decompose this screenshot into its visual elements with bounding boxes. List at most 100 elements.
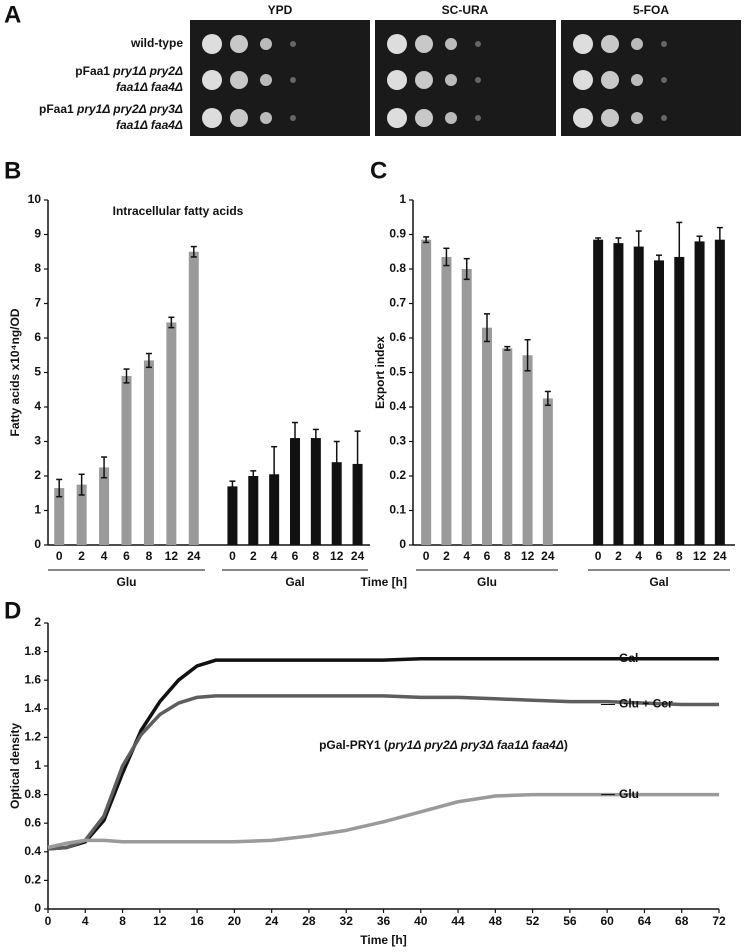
x-tick-label: 16 bbox=[190, 914, 204, 928]
x-axis-label: Time [h] bbox=[361, 575, 407, 589]
y-tick-label: 0.8 bbox=[24, 787, 41, 801]
y-tick-label: 8 bbox=[34, 261, 41, 275]
medium-label: 5-FOA bbox=[633, 3, 669, 17]
bar bbox=[633, 246, 644, 545]
bar bbox=[694, 241, 705, 545]
colony-spot bbox=[230, 109, 248, 127]
colony-spot bbox=[475, 41, 481, 47]
colony-spot bbox=[661, 77, 667, 83]
y-tick-label: 0.2 bbox=[24, 873, 41, 887]
colony-spot bbox=[573, 34, 593, 54]
strain-label: pFaa1 pry1Δ pry2Δ bbox=[75, 64, 183, 78]
bar bbox=[461, 269, 472, 545]
error-bar bbox=[656, 254, 662, 267]
x-tick-label: 0 bbox=[423, 549, 430, 563]
x-axis-label: Time [h] bbox=[360, 933, 406, 947]
x-tick-label: 12 bbox=[693, 549, 707, 563]
strain-label-part: faa1Δ faa4Δ bbox=[116, 118, 183, 132]
error-bar bbox=[168, 316, 175, 329]
error-bar bbox=[101, 456, 108, 479]
bar bbox=[593, 239, 604, 546]
error-bar bbox=[463, 257, 470, 281]
x-tick-label: 12 bbox=[521, 549, 535, 563]
error-bar bbox=[78, 473, 85, 496]
x-tick-label: 6 bbox=[123, 549, 130, 563]
strain-label-part: pry1Δ pry2Δ bbox=[112, 64, 183, 78]
y-tick-label: 5 bbox=[34, 365, 41, 379]
colony-spot bbox=[202, 70, 222, 90]
x-tick-label: 2 bbox=[250, 549, 257, 563]
y-tick-label: 0.7 bbox=[389, 296, 406, 310]
bar bbox=[522, 355, 533, 545]
strain-label-part: wild-type bbox=[130, 36, 183, 50]
x-tick-label: 12 bbox=[153, 914, 167, 928]
bar bbox=[441, 256, 452, 545]
annotation-part: pGal-PRY1 ( bbox=[319, 738, 388, 752]
colony-spot bbox=[202, 34, 222, 54]
bar bbox=[310, 438, 321, 545]
error-bar bbox=[333, 440, 340, 484]
colony-spot bbox=[445, 74, 457, 86]
colony-spot bbox=[290, 77, 296, 83]
colony-spot bbox=[661, 41, 667, 47]
x-tick-label: 2 bbox=[615, 549, 622, 563]
bar bbox=[248, 476, 259, 545]
y-tick-label: 6 bbox=[34, 330, 41, 344]
strain-label-part: pFaa1 bbox=[75, 64, 113, 78]
panel-letter: B bbox=[4, 157, 21, 184]
error-bar bbox=[354, 430, 361, 498]
y-tick-label: 1.2 bbox=[24, 730, 41, 744]
error-bar bbox=[696, 235, 703, 248]
x-tick-label: 48 bbox=[489, 914, 503, 928]
x-tick-label: 24 bbox=[713, 549, 727, 563]
x-tick-label: 12 bbox=[330, 549, 344, 563]
error-bar bbox=[292, 421, 298, 455]
bar bbox=[143, 360, 154, 545]
group-label: Glu bbox=[477, 575, 497, 589]
colony-spot bbox=[573, 70, 593, 90]
y-tick-label: 0.5 bbox=[389, 365, 406, 379]
bar bbox=[269, 474, 280, 545]
x-tick-label: 8 bbox=[119, 914, 126, 928]
colony-spot bbox=[387, 108, 407, 128]
legend-label: Glu + Cer bbox=[619, 697, 673, 711]
bar bbox=[674, 256, 685, 545]
y-tick-label: 0.3 bbox=[389, 434, 406, 448]
annotation-part: pry1Δ pry2Δ pry3Δ faa1Δ faa4Δ bbox=[387, 738, 564, 752]
panel-letter: A bbox=[4, 1, 21, 28]
x-tick-label: 2 bbox=[443, 549, 450, 563]
y-axis-label: Fatty acids x10⁴ng/OD bbox=[8, 308, 22, 436]
y-tick-label: 0 bbox=[34, 537, 41, 551]
x-tick-label: 8 bbox=[146, 549, 153, 563]
x-tick-label: 12 bbox=[165, 549, 179, 563]
y-tick-label: 4 bbox=[34, 399, 41, 413]
x-tick-label: 24 bbox=[351, 549, 365, 563]
x-tick-label: 0 bbox=[229, 549, 236, 563]
y-tick-label: 0.2 bbox=[389, 468, 406, 482]
x-tick-label: 4 bbox=[271, 549, 278, 563]
error-bar bbox=[676, 221, 683, 293]
colony-spot bbox=[445, 112, 457, 124]
x-tick-label: 60 bbox=[600, 914, 614, 928]
x-tick-label: 24 bbox=[187, 549, 201, 563]
bar bbox=[542, 398, 553, 545]
y-tick-label: 1.8 bbox=[24, 644, 41, 658]
x-tick-label: 24 bbox=[265, 914, 279, 928]
bar bbox=[76, 484, 87, 545]
group-label: Glu bbox=[117, 575, 137, 589]
colony-spot bbox=[661, 115, 667, 121]
error-bar bbox=[190, 245, 197, 258]
strain-label: wild-type bbox=[130, 36, 183, 50]
y-tick-label: 3 bbox=[34, 434, 41, 448]
y-tick-label: 1 bbox=[399, 192, 406, 206]
colony-spot bbox=[631, 38, 643, 50]
colony-spot bbox=[445, 38, 457, 50]
bar bbox=[121, 375, 132, 545]
panel-letter: C bbox=[370, 157, 387, 184]
y-tick-label: 2 bbox=[34, 615, 41, 629]
strain-label: faa1Δ faa4Δ bbox=[116, 118, 183, 132]
colony-spot bbox=[601, 71, 619, 89]
x-tick-label: 68 bbox=[675, 914, 689, 928]
error-bar bbox=[484, 313, 490, 343]
